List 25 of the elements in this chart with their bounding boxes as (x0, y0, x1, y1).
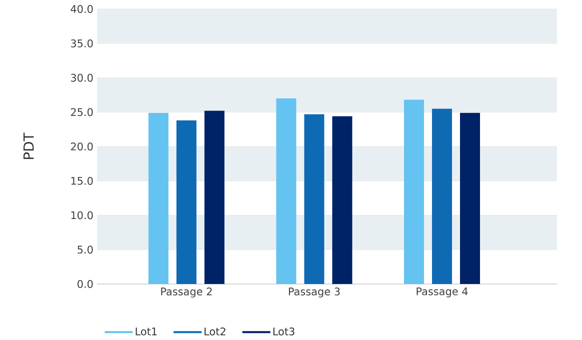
y-tick-label: 0.0 (78, 280, 93, 288)
y-tick-label: 35.0 (70, 39, 93, 48)
bar (176, 120, 196, 284)
y-tick-label: 5.0 (78, 246, 93, 254)
bar (404, 100, 424, 284)
y-axis-title: PDT (24, 132, 34, 159)
bar (332, 116, 352, 284)
y-tick-label: 15.0 (71, 176, 93, 185)
y-tick-label: 40.0 (70, 5, 93, 13)
x-tick-label: Passage 3 (288, 288, 340, 298)
bar (148, 112, 168, 284)
x-tick-label: Passage 4 (416, 288, 468, 298)
y-tick-label: 25.0 (70, 108, 93, 116)
bar (276, 98, 296, 284)
bar (204, 110, 224, 284)
x-tick-label: Passage 2 (161, 288, 212, 298)
y-tick-label: 30.0 (70, 74, 93, 82)
legend-label: Lot1 (136, 328, 157, 336)
legend-label: Lot2 (204, 327, 226, 336)
legend-label: Lot3 (273, 327, 294, 336)
bar (304, 114, 324, 284)
bar (432, 108, 452, 284)
y-tick-label: 10.0 (71, 211, 93, 220)
y-tick-label: 20.0 (70, 142, 93, 150)
bar (460, 112, 480, 284)
